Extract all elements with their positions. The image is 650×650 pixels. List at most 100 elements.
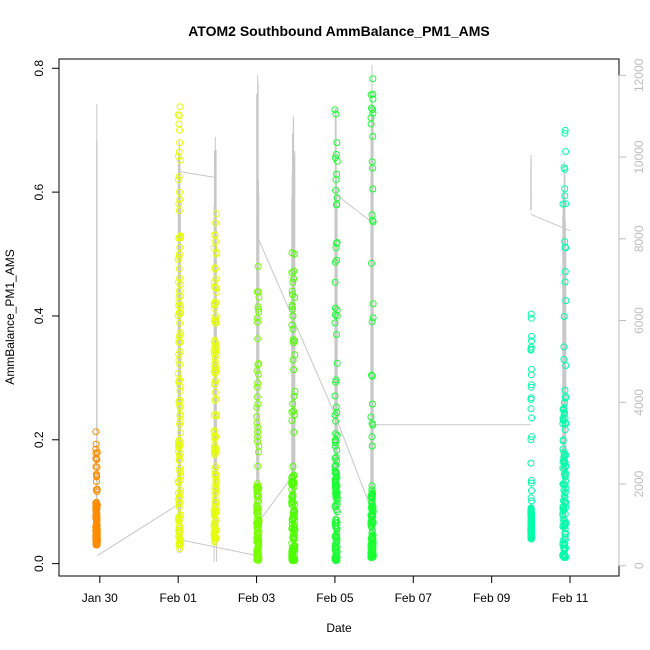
- data-point: [368, 482, 376, 490]
- data-point: [93, 473, 101, 481]
- data-point: [331, 278, 339, 286]
- data-point: [333, 239, 341, 246]
- data-point: [175, 437, 183, 445]
- data-point: [369, 300, 377, 308]
- data-point: [368, 420, 376, 427]
- data-point: [254, 303, 262, 311]
- line-spike: [370, 65, 374, 562]
- data-point: [527, 532, 535, 540]
- data-point: [332, 239, 340, 247]
- data-point: [92, 503, 100, 511]
- data-point: [333, 553, 341, 561]
- data-point: [368, 372, 376, 380]
- chart-title: ATOM2 Southbound AmmBalance_PM1_AMS: [188, 23, 490, 39]
- data-point: [255, 541, 263, 549]
- data-point: [290, 275, 298, 283]
- data-point: [211, 503, 219, 511]
- data-point: [368, 493, 376, 501]
- data-point: [562, 297, 570, 305]
- data-point: [331, 454, 339, 462]
- data-point: [176, 511, 184, 519]
- data-point: [254, 433, 261, 441]
- data-point: [255, 528, 263, 536]
- data-point: [561, 129, 569, 137]
- data-point: [290, 535, 298, 543]
- y2-tick-label: 2000: [632, 470, 646, 497]
- data-point: [332, 478, 339, 486]
- data-point: [212, 395, 220, 403]
- line-spike: [530, 154, 532, 211]
- data-point: [210, 244, 218, 252]
- data-point: [174, 312, 182, 320]
- data-point: [369, 548, 377, 556]
- data-point: [211, 494, 219, 502]
- data-point: [210, 278, 218, 286]
- data-point: [289, 533, 297, 541]
- data-point: [560, 448, 568, 456]
- data-point: [331, 304, 339, 312]
- data-point: [369, 109, 377, 117]
- x-tick-label: Feb 03: [238, 591, 276, 605]
- data-point: [289, 400, 297, 408]
- y-axis-label: AmmBalance_PM1_AMS: [3, 249, 17, 384]
- x-axis: Jan 30 Feb 01 Feb 03 Feb 05 Feb 07 Feb 09 Feb …: [82, 575, 589, 605]
- data-point: [528, 414, 536, 422]
- data-point: [561, 165, 569, 173]
- data-point: [560, 313, 568, 320]
- data-point: [368, 433, 376, 441]
- data-point: [176, 412, 184, 420]
- data-point: [211, 380, 218, 388]
- y2-tick-label: 10000: [632, 140, 646, 174]
- data-point: [527, 459, 535, 467]
- data-point: [333, 543, 341, 551]
- data-point: [254, 428, 262, 436]
- data-point: [176, 126, 184, 134]
- data-point: [333, 256, 341, 264]
- data-point: [369, 95, 377, 103]
- x-tick-label: Feb 01: [160, 591, 198, 605]
- data-point: [176, 499, 184, 507]
- data-point: [291, 525, 299, 533]
- data-point: [254, 423, 262, 431]
- data-point: [528, 332, 535, 340]
- data-point: [176, 396, 183, 404]
- data-point: [212, 299, 220, 307]
- data-point: [528, 433, 536, 441]
- data-point: [211, 451, 219, 459]
- data-point: [93, 485, 101, 493]
- data-point: [175, 278, 182, 286]
- data-point: [176, 103, 184, 111]
- data-point: [369, 90, 377, 98]
- data-point: [332, 417, 340, 425]
- data-point: [561, 278, 569, 286]
- data-point: [254, 370, 262, 378]
- data-point: [562, 148, 570, 155]
- data-point: [175, 524, 183, 532]
- line-connector: [334, 414, 375, 517]
- data-point: [175, 444, 183, 452]
- data-point: [367, 120, 375, 128]
- data-point: [211, 232, 219, 239]
- data-point: [176, 387, 184, 395]
- data-point: [331, 258, 339, 266]
- data-point: [176, 382, 184, 390]
- data-point: [253, 383, 261, 391]
- data-point: [559, 516, 567, 524]
- data-point: [288, 321, 296, 329]
- data-point: [332, 176, 340, 184]
- data-point: [177, 329, 185, 337]
- data-point: [333, 446, 341, 454]
- data-point: [255, 442, 263, 450]
- data-point: [176, 139, 184, 147]
- data-point: [369, 164, 376, 172]
- data-point: [561, 540, 569, 548]
- data-point: [332, 522, 340, 530]
- data-point: [368, 503, 376, 511]
- data-point: [332, 461, 340, 469]
- data-point: [253, 367, 261, 375]
- data-point: [174, 370, 182, 377]
- data-point: [560, 404, 568, 412]
- data-point: [210, 427, 218, 435]
- data-point: [175, 452, 183, 460]
